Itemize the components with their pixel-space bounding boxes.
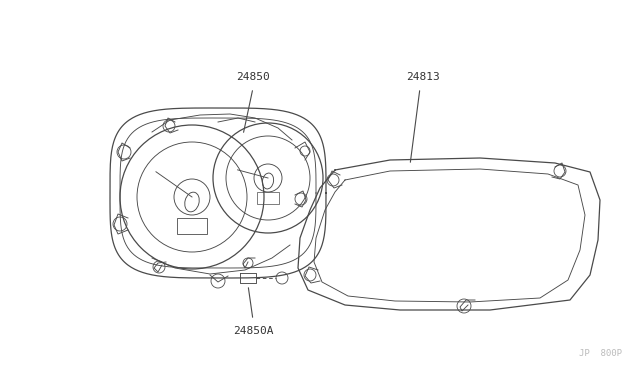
Text: 24850A: 24850A xyxy=(233,326,273,336)
Text: 24813: 24813 xyxy=(406,72,440,82)
Text: JP  800P: JP 800P xyxy=(579,349,622,358)
Text: 24850: 24850 xyxy=(236,72,270,82)
